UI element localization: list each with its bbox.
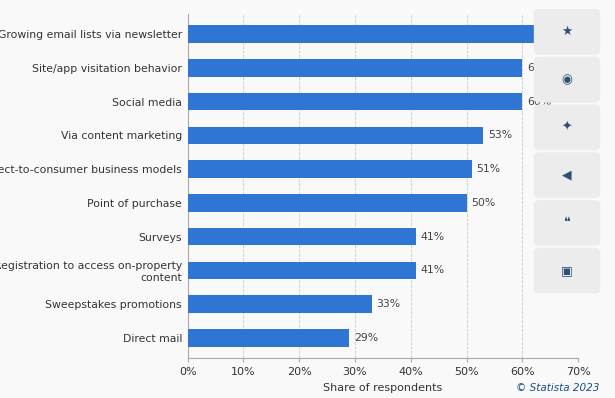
Text: 50%: 50% [471, 198, 495, 208]
Text: 60%: 60% [527, 97, 551, 107]
Text: ◉: ◉ [561, 73, 573, 86]
Text: ▣: ▣ [561, 264, 573, 277]
Bar [188, 261, 416, 279]
Text: ❝: ❝ [564, 217, 570, 229]
Bar [188, 295, 371, 313]
Text: © Statista 2023: © Statista 2023 [516, 383, 600, 393]
Bar [188, 59, 522, 77]
Text: 29%: 29% [354, 333, 378, 343]
Bar [188, 194, 467, 212]
Text: 63%: 63% [544, 29, 568, 39]
Text: ✦: ✦ [561, 121, 573, 134]
Text: 41%: 41% [421, 265, 445, 275]
Text: 33%: 33% [376, 299, 400, 309]
Bar [188, 329, 349, 347]
Text: 51%: 51% [477, 164, 501, 174]
Text: 53%: 53% [488, 131, 512, 140]
Bar [188, 160, 472, 178]
Bar [188, 93, 522, 111]
Bar [188, 228, 416, 246]
Text: ★: ★ [561, 25, 573, 38]
X-axis label: Share of respondents: Share of respondents [323, 383, 442, 393]
Text: 60%: 60% [527, 63, 551, 73]
Bar [188, 127, 483, 144]
Text: ◀: ◀ [562, 169, 572, 181]
Bar [188, 25, 539, 43]
Text: 41%: 41% [421, 232, 445, 242]
